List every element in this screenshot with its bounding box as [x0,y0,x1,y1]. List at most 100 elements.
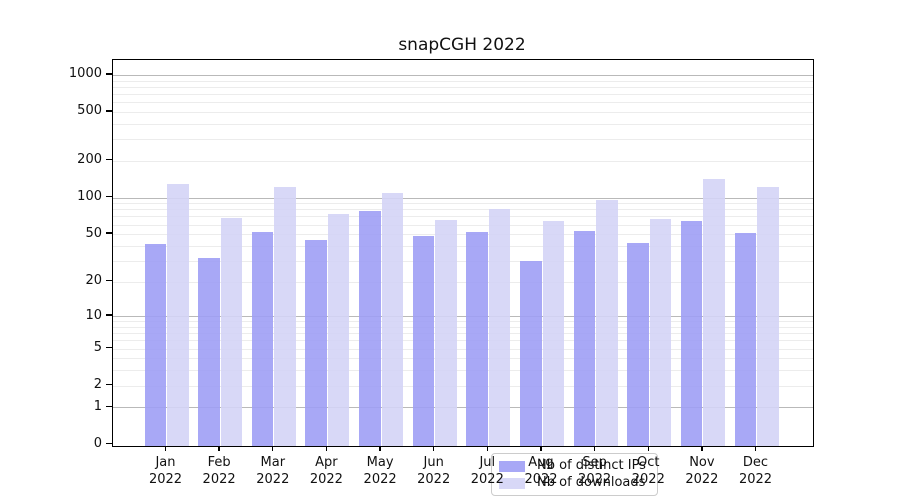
y-tick-label: 50 [85,225,102,241]
x-tick [164,446,167,452]
x-tick-label: Feb 2022 [202,455,236,487]
gridline-major [113,316,813,318]
chart-title: snapCGH 2022 [398,35,526,55]
x-tick-label: Jun 2022 [417,455,451,487]
gridline-minor [113,160,813,162]
gridline-minor [113,123,813,125]
x-tick-label: Jul 2022 [470,455,504,487]
y-tick [106,279,112,282]
gridline-minor [113,80,813,82]
bar-distinct-ips [305,240,327,446]
x-tick [433,446,435,452]
x-tick-label: Sep 2022 [578,455,612,487]
x-tick-label: Oct 2022 [631,455,665,487]
bar-downloads [703,178,725,446]
gridline-minor [113,234,813,236]
x-tick [272,446,274,452]
y-tick-label: 200 [77,152,102,168]
bar-distinct-ips [144,243,166,446]
bar-distinct-ips [573,230,596,446]
gridline-minor [113,340,813,342]
y-tick [106,383,112,386]
x-tick [218,446,220,452]
gridline-minor [113,86,813,88]
bar-downloads [274,187,296,446]
x-tick [486,446,488,452]
x-tick [325,446,328,452]
x-tick-label: Jan 2022 [148,455,183,487]
bar-distinct-ips [251,231,274,446]
bar-distinct-ips [198,257,220,446]
y-tick-label: 1000 [68,66,102,82]
bar-distinct-ips [627,242,649,446]
legend-item-downloads: Nb of downloads [499,475,650,491]
x-tick-label: Aug 2022 [524,455,558,487]
legend: Nb of distinct IPs Nb of downloads [491,453,658,496]
plot-area: Nb of distinct IPs Nb of downloads [112,59,814,496]
x-tick-label: May 2022 [363,455,397,487]
bar-distinct-ips [680,221,703,446]
y-tick-label: 20 [85,273,102,288]
bar-downloads [381,192,404,446]
x-tick [647,446,649,452]
y-tick [106,195,112,198]
gridline-minor [113,139,813,141]
bar-downloads [327,213,350,446]
y-tick-label: 1 [93,398,102,414]
x-tick-label: Dec 2022 [738,455,773,487]
gridline-minor [113,385,813,387]
y-tick [106,159,112,161]
gridline-minor [113,260,813,262]
gridline-major [113,197,813,199]
y-tick [106,405,112,407]
legend-item-distinct-ips: Nb of distinct IPs [499,458,650,474]
x-tick [701,446,703,452]
gridline-minor [113,348,813,350]
y-tick [106,442,112,444]
gridline-minor [113,111,813,113]
x-tick [593,446,596,452]
gridline-major [113,74,813,76]
bar-downloads [596,200,618,446]
y-tick [106,232,112,234]
bar-downloads [649,218,672,446]
y-tick [106,314,112,316]
bar-distinct-ips [359,211,381,446]
bar-distinct-ips [466,231,488,446]
bar-distinct-ips [520,260,542,446]
legend-label: Nb of downloads [537,475,646,490]
gridline-minor [113,216,813,218]
gridline-minor [113,224,813,226]
bar-distinct-ips [412,235,435,446]
legend-label: Nb of distinct IPs [537,458,646,473]
x-tick [379,446,381,452]
gridline-minor [113,203,813,205]
gridline-minor [113,209,813,211]
y-tick-label: 2 [93,377,102,393]
y-tick [106,346,112,349]
x-tick-label: Nov 2022 [685,455,719,487]
x-tick [540,446,542,452]
y-tick-label: 5 [93,340,102,355]
x-tick [754,446,757,452]
legend-swatch-downloads [499,477,525,489]
gridline-minor [113,281,813,283]
x-tick-label: Mar 2022 [256,455,290,487]
gridline-minor [113,370,813,372]
gridline-minor [113,333,813,335]
y-tick-label: 100 [77,189,102,205]
bar-distinct-ips [734,232,756,446]
y-tick-label: 10 [85,307,102,323]
bar-downloads [757,187,779,446]
bar-downloads [488,208,511,446]
gridline-major [113,407,813,409]
y-tick [106,110,112,112]
y-tick [106,73,112,75]
y-tick-label: 0 [93,435,102,451]
bar-downloads [542,221,564,446]
bar-downloads [435,220,457,446]
gridline-minor [113,94,813,95]
legend-swatch-distinct-ips [499,460,525,472]
gridline-minor [113,358,813,360]
